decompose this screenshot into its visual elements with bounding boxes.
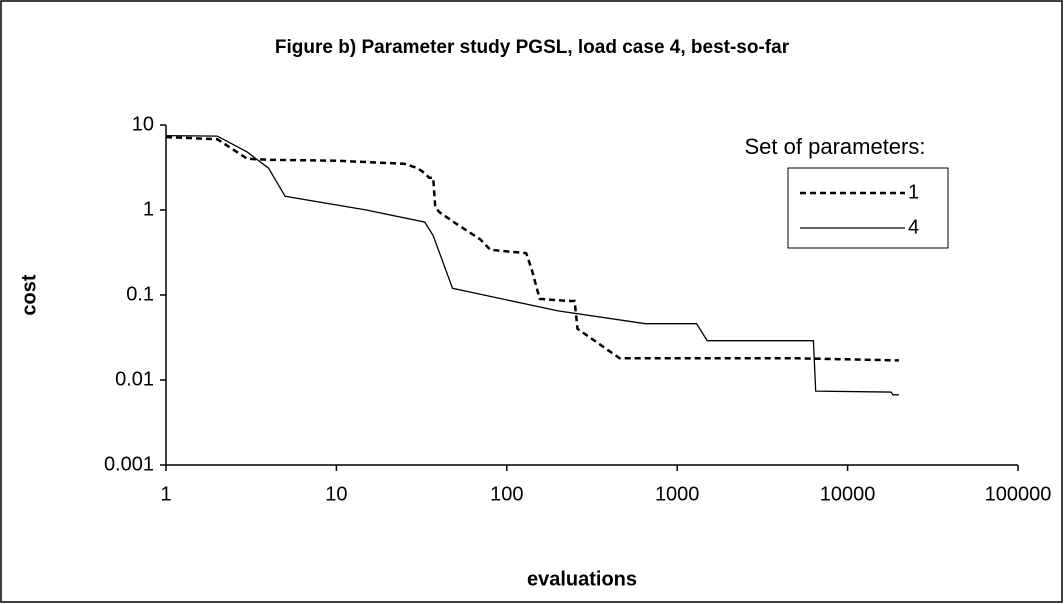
legend-label: 1 [908,181,919,203]
series-line [165,135,899,362]
legend-label: 4 [908,216,919,238]
y-tick-label: 0.1 [126,283,154,305]
x-tick-label: 1 [160,483,171,505]
x-tick-label: 1000 [655,483,700,505]
series-line [165,134,899,396]
legend-title: Set of parameters: [745,134,926,159]
y-tick-label: 1 [143,198,154,220]
y-tick-label: 0.01 [115,368,154,390]
y-tick-label: 0.001 [104,453,154,475]
y-axis-label: cost [18,274,40,315]
x-axis-label: evaluations [527,568,637,590]
legend-box [787,167,949,249]
x-tick-label: 100 [490,483,523,505]
x-tick-label: 10000 [820,483,876,505]
x-tick-label: 100000 [985,483,1052,505]
chart-title: Figure b) Parameter study PGSL, load cas… [275,37,790,58]
y-tick-label: 10 [132,113,154,135]
x-tick-label: 10 [325,483,347,505]
